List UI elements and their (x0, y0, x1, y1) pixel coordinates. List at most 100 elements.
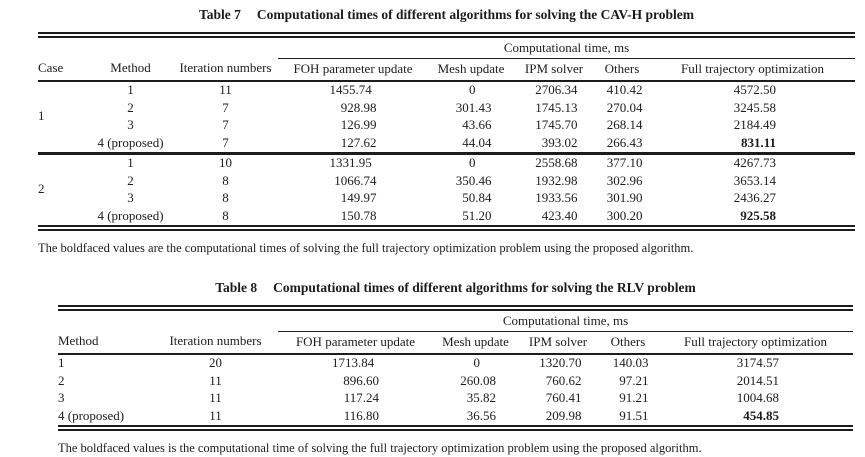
iterations-cell: 20 (209, 355, 222, 370)
method-cell: 2 (127, 172, 134, 188)
table8-caption: Table 8 Computational times of different … (58, 278, 853, 297)
foh-cell: 126.99 (340, 117, 377, 132)
method-cell: 2 (127, 99, 134, 115)
table-row: 2 1 10 1331.95 0 2558.68 377.10 4267.73 (38, 152, 856, 228)
mesh-cell: 50.84 (462, 190, 492, 205)
others-cell: 140.03 (612, 355, 649, 370)
ipm-cell: 2558.68 (514, 152, 594, 173)
iterations-cell: 10 (173, 152, 278, 173)
case-cell: 2 (38, 152, 88, 228)
iterations-cell: 8 (222, 207, 229, 223)
blank-cell (58, 308, 278, 331)
col-header-mesh: Mesh update (428, 58, 514, 82)
col-header-case: Case (38, 58, 88, 82)
method-cell: 3 (127, 190, 134, 205)
case-cell: 1 (38, 108, 45, 124)
table8-label: Table 8 (215, 280, 258, 295)
method-cell: 4 (proposed) (97, 134, 164, 150)
mesh-cell: 0 (473, 355, 481, 370)
col-header-iterations: Iteration numbers (153, 331, 278, 355)
table8-section: Table 8 Computational times of different … (58, 278, 854, 456)
table8-footnote: The boldfaced values is the computationa… (58, 441, 702, 455)
others-cell: 91.21 (619, 390, 649, 405)
foh-cell: 1331.95 (278, 152, 428, 173)
full-trajectory-cell: 831.11 (740, 134, 777, 150)
table7-caption: Table 7 Computational times of different … (38, 5, 855, 24)
method-cell: 1 (58, 355, 65, 370)
blank-cell (38, 35, 278, 58)
table-row: 2 7 928.98 301.43 1745.13 270.04 3245.58 (38, 100, 855, 118)
table-row: 3 8 149.97 50.84 1933.56 301.90 2436.27 (38, 190, 855, 208)
table7-span-header-row: Computational time, ms (38, 35, 856, 59)
others-cell: 270.04 (606, 99, 643, 115)
method-cell: 3 (127, 117, 134, 132)
foh-cell: 117.24 (343, 390, 379, 405)
table-row: 1 1 11 1455.74 0 2706.34 410.42 4572.50 (38, 81, 855, 123)
ipm-cell: 2706.34 (535, 82, 578, 97)
table7-label: Table 7 (198, 7, 241, 22)
ipm-cell: 1320.70 (539, 355, 582, 370)
iterations-cell: 11 (209, 390, 222, 405)
table8-span-header-row: Computational time, ms (58, 308, 854, 332)
full-trajectory-cell: 2014.51 (736, 372, 780, 388)
mesh-cell: 35.82 (466, 390, 496, 405)
col-header-full-trajectory: Full trajectory optimization (658, 331, 854, 355)
col-header-full-trajectory: Full trajectory optimization (650, 58, 856, 82)
ipm-cell: 1745.13 (535, 99, 578, 115)
table-row: 2 8 1066.74 350.46 1932.98 302.96 3653.1… (38, 173, 855, 191)
table-row: 3 7 126.99 43.66 1745.70 268.14 2184.49 (38, 117, 855, 135)
others-cell: 268.14 (606, 117, 643, 132)
full-trajectory-cell: 925.58 (740, 207, 777, 223)
table-row: 4 (proposed) 8 150.78 51.20 423.40 300.2… (38, 208, 855, 229)
table7-title-text: Computational times of different algorit… (256, 7, 694, 22)
table-row: 2 11 896.60 260.08 760.62 97.21 2014.51 (58, 373, 853, 391)
mesh-cell: 44.04 (462, 134, 492, 150)
ipm-cell: 1745.70 (535, 117, 578, 132)
table-row: 3 11 117.24 35.82 760.41 91.21 1004.68 (58, 390, 853, 408)
foh-cell: 127.62 (340, 134, 377, 150)
table7-column-header-row: Case Method Iteration numbers FOH parame… (38, 58, 856, 82)
col-header-ipm: IPM solver (518, 331, 598, 355)
ipm-cell: 760.41 (545, 390, 582, 405)
foh-cell: 1713.84 (332, 355, 375, 370)
col-header-others: Others (594, 58, 650, 82)
ipm-cell: 760.62 (545, 372, 582, 388)
iterations-cell: 11 (219, 82, 232, 97)
table8-column-header-row: Method Iteration numbers FOH parameter u… (58, 331, 854, 355)
mesh-cell: 43.66 (462, 117, 492, 132)
iterations-cell: 7 (222, 134, 229, 150)
others-cell: 302.96 (606, 172, 643, 188)
method-cell: 4 (proposed) (58, 407, 125, 423)
ipm-cell: 423.40 (541, 207, 578, 223)
foh-cell: 1066.74 (334, 172, 377, 188)
iterations-cell: 8 (222, 190, 229, 205)
full-trajectory-cell: 3245.58 (733, 99, 777, 115)
mesh-cell: 260.08 (460, 372, 496, 388)
others-cell: 377.10 (594, 152, 650, 173)
ipm-cell: 209.98 (545, 407, 582, 423)
iterations-cell: 8 (222, 172, 229, 188)
full-trajectory-cell: 3653.14 (733, 172, 777, 188)
col-header-method: Method (58, 331, 153, 355)
mesh-cell: 0 (469, 82, 476, 97)
iterations-cell: 11 (209, 407, 222, 423)
foh-cell: 928.98 (340, 99, 377, 115)
others-cell: 97.21 (619, 372, 649, 388)
col-header-mesh: Mesh update (433, 331, 518, 355)
foh-cell: 150.78 (340, 207, 377, 223)
table-row: 4 (proposed) 11 116.80 36.56 209.98 91.5… (58, 408, 853, 429)
foh-cell: 116.80 (343, 407, 379, 423)
others-cell: 410.42 (606, 82, 643, 97)
mesh-cell: 51.20 (462, 207, 492, 223)
iterations-cell: 11 (209, 372, 222, 388)
table-row: 4 (proposed) 7 127.62 44.04 393.02 266.4… (38, 135, 855, 154)
computational-time-span-header: Computational time, ms (278, 308, 854, 332)
col-header-foh: FOH parameter update (278, 331, 433, 355)
method-cell: 1 (127, 82, 134, 97)
iterations-cell: 7 (222, 117, 229, 132)
col-header-ipm: IPM solver (514, 58, 594, 82)
method-cell: 1 (88, 152, 173, 173)
table8-title-text: Computational times of different algorit… (273, 280, 696, 295)
full-trajectory-cell: 2436.27 (733, 190, 777, 205)
